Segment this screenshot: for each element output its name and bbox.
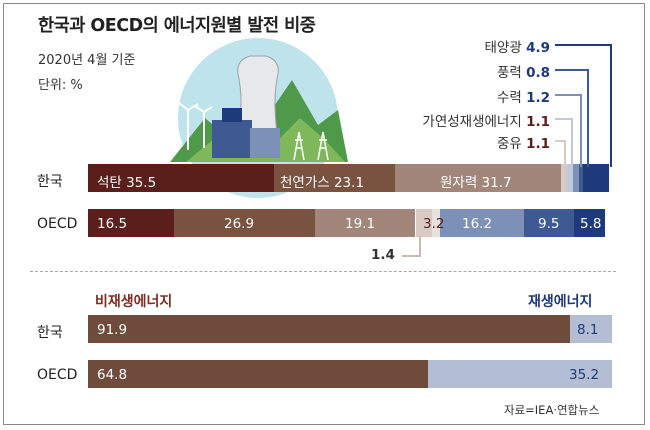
top-chart-bar-segment (88, 209, 175, 237)
oecd-oil-label: 3.2 (423, 216, 445, 232)
oecd-nuclear-label: 19.1 (345, 216, 376, 232)
chart-title: 한국과 OECD의 에너지원별 발전 비중 (38, 16, 316, 36)
korea-renewable-value: 8.1 (577, 322, 599, 338)
plant-annex-shape (250, 128, 280, 158)
chart-subtitle: 2020년 4월 기준 (38, 53, 136, 68)
bottom-chart-bar-segment (88, 315, 570, 343)
power-pylon-shape (293, 131, 305, 161)
oecd-wind-label: 9.5 (538, 216, 560, 232)
legend-item-solar: 태양광 4.9 (484, 40, 550, 56)
top-chart-bar-segment (524, 209, 575, 237)
top-chart-bar-segment (432, 209, 440, 237)
header-non-renewable: 비재생에너지 (95, 294, 173, 310)
row-label-oecd: OECD (37, 216, 78, 232)
oecd-other-label: 1.4 (371, 247, 395, 263)
top-chart-bar-segment (315, 209, 416, 237)
oecd-renewable-value: 35.2 (569, 367, 600, 383)
plant-building-shape (212, 120, 252, 158)
plant-roof-shape (222, 108, 242, 122)
korea-nuclear-label: 원자력 31.7 (440, 175, 512, 191)
top-chart-bar-segment (415, 209, 433, 237)
bottom-chart-bar-segment (427, 360, 612, 388)
source-note: 자료=IEA·연합뉴스 (504, 403, 600, 417)
row-label-oecd-bottom: OECD (37, 367, 78, 383)
frame-border (3, 3, 645, 425)
legend-item-bioenergy: 가연성재생에너지 1.1 (422, 114, 550, 130)
oecd-hydro-label: 16.2 (462, 216, 493, 232)
top-chart-bar-segment (572, 164, 579, 192)
top-chart-bar-segment (561, 164, 567, 192)
korea-coal-label: 석탄 35.5 (97, 175, 157, 191)
power-pylon-shape (317, 131, 329, 161)
wind-turbine-blades (194, 105, 213, 122)
oecd-solar-label: 5.8 (580, 216, 602, 232)
top-chart-bar-segment (574, 209, 605, 237)
top-chart-bar-segment (174, 209, 316, 237)
korea-gas-label: 천연가스 23.1 (280, 175, 365, 191)
top-chart-bar-segment (395, 164, 562, 192)
bottom-chart-bar-segment (88, 360, 428, 388)
top-chart-bar-segment (274, 164, 396, 192)
oecd-non-renewable-value: 64.8 (97, 367, 128, 383)
oecd-gas-label: 26.9 (224, 216, 255, 232)
row-label-korea: 한국 (37, 174, 63, 190)
top-chart-bar-segment (578, 164, 584, 192)
top-chart-bar-segment (439, 209, 525, 237)
header-renewable: 재생에너지 (528, 294, 593, 310)
top-chart-bar-segment (583, 164, 609, 192)
oecd-coal-label: 16.5 (97, 216, 128, 232)
korea-non-renewable-value: 91.9 (97, 322, 128, 338)
legend-item-wind: 풍력 0.8 (496, 65, 550, 81)
legend-item-hydro: 수력 1.2 (496, 90, 550, 106)
unit-label: 단위: % (38, 78, 83, 93)
bottom-chart-bar-segment (569, 315, 612, 343)
top-chart-bar-segment (566, 164, 573, 192)
row-label-korea-bottom: 한국 (37, 325, 63, 341)
legend-item-oil: 중유 1.1 (496, 136, 550, 152)
top-chart-bar-segment (88, 164, 275, 192)
wind-turbine-blades (177, 101, 199, 121)
section-divider (30, 271, 616, 272)
